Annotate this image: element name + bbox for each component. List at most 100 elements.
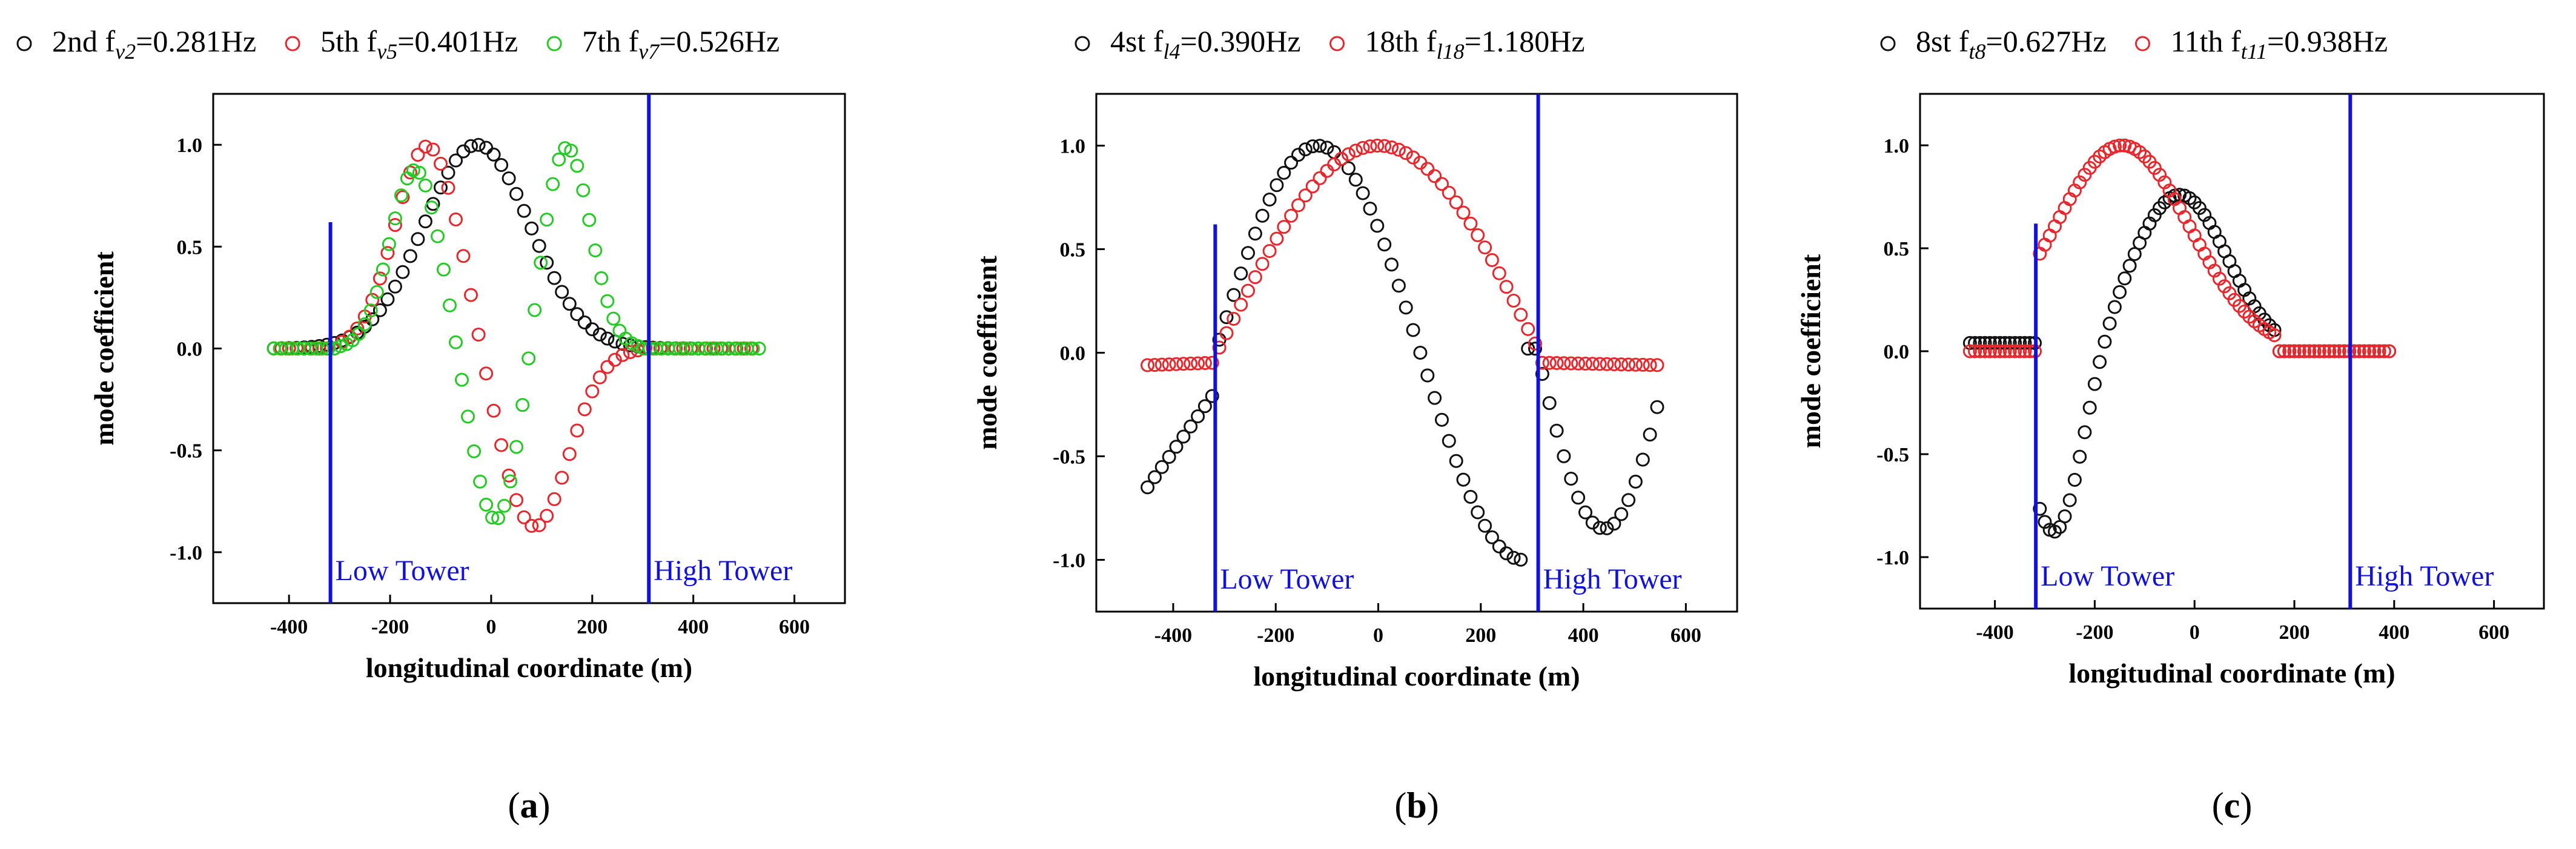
data-point [464, 288, 478, 302]
x-tick-label: 0 [486, 616, 496, 638]
data-point [2102, 316, 2117, 331]
data-point [1154, 357, 1169, 372]
data-point [1212, 340, 1227, 355]
data-point [1449, 195, 1463, 210]
data-point [2137, 226, 2152, 240]
data-point [2087, 377, 2102, 391]
data-point [1385, 140, 1399, 154]
data-point [1313, 139, 1327, 153]
legend: 4st fl4=0.390Hz 18th fl18=1.180Hz [1074, 24, 1585, 64]
data-point [441, 180, 455, 195]
y-tick-label: 1.0 [177, 134, 203, 157]
data-point [1514, 552, 1528, 567]
data-point [467, 444, 482, 458]
data-point [552, 152, 566, 167]
x-tick-label: 200 [1465, 624, 1496, 647]
data-point [2008, 344, 2022, 358]
legend-marker [1880, 36, 1896, 51]
data-point [363, 303, 378, 318]
data-point [1262, 244, 1277, 258]
legend-label: 11th ft11=0.938Hz [2171, 24, 2388, 64]
data-point [2033, 501, 2047, 516]
data-point [1592, 521, 1607, 535]
data-point [1162, 357, 1176, 372]
data-point [350, 321, 365, 335]
data-point [2107, 139, 2122, 154]
series-18th [1141, 139, 1664, 372]
data-point [2187, 228, 2202, 243]
x-tick-label: 600 [1670, 624, 1701, 647]
data-point [547, 492, 561, 506]
data-point [1255, 208, 1270, 223]
data-point [1241, 246, 1255, 260]
data-point [2098, 334, 2112, 349]
data-point [2093, 355, 2107, 369]
data-point [1391, 142, 1406, 157]
data-point [562, 447, 577, 461]
x-tick-label: 400 [678, 616, 709, 638]
data-point [1600, 357, 1614, 371]
chart-panel-3: -400 -200 0 200 400 600 -1.0 -0.5 0.0 0.5 1.0 longi… [1795, 24, 2545, 825]
data-point [752, 342, 766, 355]
data-point [2002, 344, 2017, 358]
x-axis-label: longitudinal coordinate (m) [366, 652, 692, 683]
y-tick-label: -1.0 [1876, 547, 1909, 569]
data-point [577, 315, 592, 329]
data-point [425, 200, 439, 215]
data-point [491, 511, 506, 526]
data-point [1227, 288, 1241, 302]
data-point [464, 139, 478, 153]
x-tick-label: -400 [1154, 624, 1192, 647]
data-point [2287, 344, 2302, 358]
x-tick-label: 600 [2478, 621, 2509, 644]
data-point [2122, 259, 2137, 273]
data-point [1571, 491, 1586, 505]
x-tick-label: -200 [2076, 621, 2113, 644]
data-point [1162, 450, 1176, 464]
data-point [1277, 220, 1291, 234]
data-point [494, 158, 509, 172]
data-point [1471, 228, 1485, 242]
data-point [1463, 216, 1478, 231]
data-point [1978, 344, 1992, 358]
data-point [2082, 400, 2097, 415]
data-point [437, 262, 451, 277]
data-point [1320, 140, 1334, 155]
data-point [2362, 344, 2377, 358]
data-point [1377, 139, 1392, 153]
data-point [1191, 356, 1205, 371]
series-8st [1962, 188, 2397, 539]
data-point [1973, 344, 1987, 358]
data-point [1385, 257, 1399, 272]
data-point [365, 312, 380, 326]
data-point [396, 265, 410, 279]
high-tower-label: High Tower [2355, 560, 2494, 592]
x-tick-label: -200 [1257, 624, 1294, 647]
data-point [380, 246, 395, 260]
data-point [1197, 356, 1212, 370]
y-tick-label: 0.5 [1884, 238, 1910, 260]
data-point [376, 262, 390, 277]
data-point [1535, 355, 1549, 370]
data-point [2317, 344, 2331, 358]
x-axis-label: longitudinal coordinate (m) [2068, 658, 2395, 689]
y-tick-label: 0.5 [177, 236, 203, 259]
data-point [2347, 344, 2362, 358]
data-point [2312, 344, 2326, 358]
y-tick-label: -0.5 [1053, 446, 1085, 469]
data-point [2078, 425, 2092, 440]
data-point [1399, 146, 1413, 160]
data-point [1428, 169, 1442, 183]
data-point [1348, 144, 1363, 158]
data-point [1564, 356, 1578, 371]
data-point [532, 518, 546, 532]
data-point [365, 292, 380, 307]
data-point [418, 214, 432, 229]
data-point [2352, 344, 2366, 358]
data-point [411, 232, 425, 246]
data-point [1234, 297, 1248, 312]
x-tick-label: 200 [577, 616, 608, 638]
data-point [1370, 139, 1385, 153]
panel-label: (a) [508, 785, 551, 825]
data-point [509, 440, 524, 454]
